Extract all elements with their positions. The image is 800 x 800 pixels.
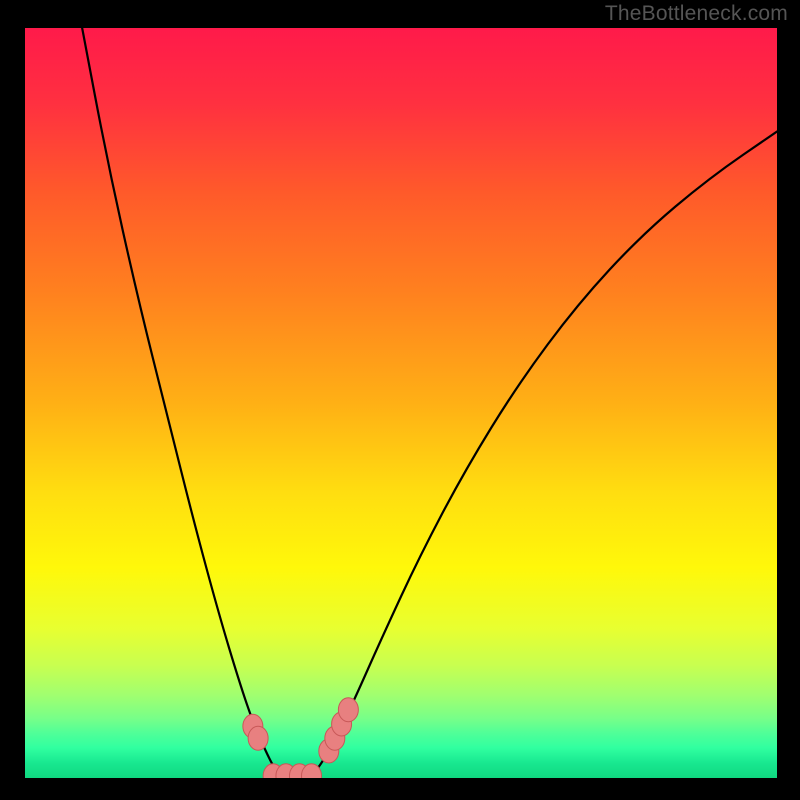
chart-plot-area — [25, 28, 777, 778]
chart-container — [25, 28, 777, 778]
chart-overlay — [25, 28, 777, 778]
watermark-text: TheBottleneck.com — [605, 2, 788, 26]
data-marker — [248, 726, 268, 750]
data-marker — [338, 698, 358, 722]
bottleneck-curve — [82, 28, 777, 778]
data-markers — [243, 698, 359, 778]
